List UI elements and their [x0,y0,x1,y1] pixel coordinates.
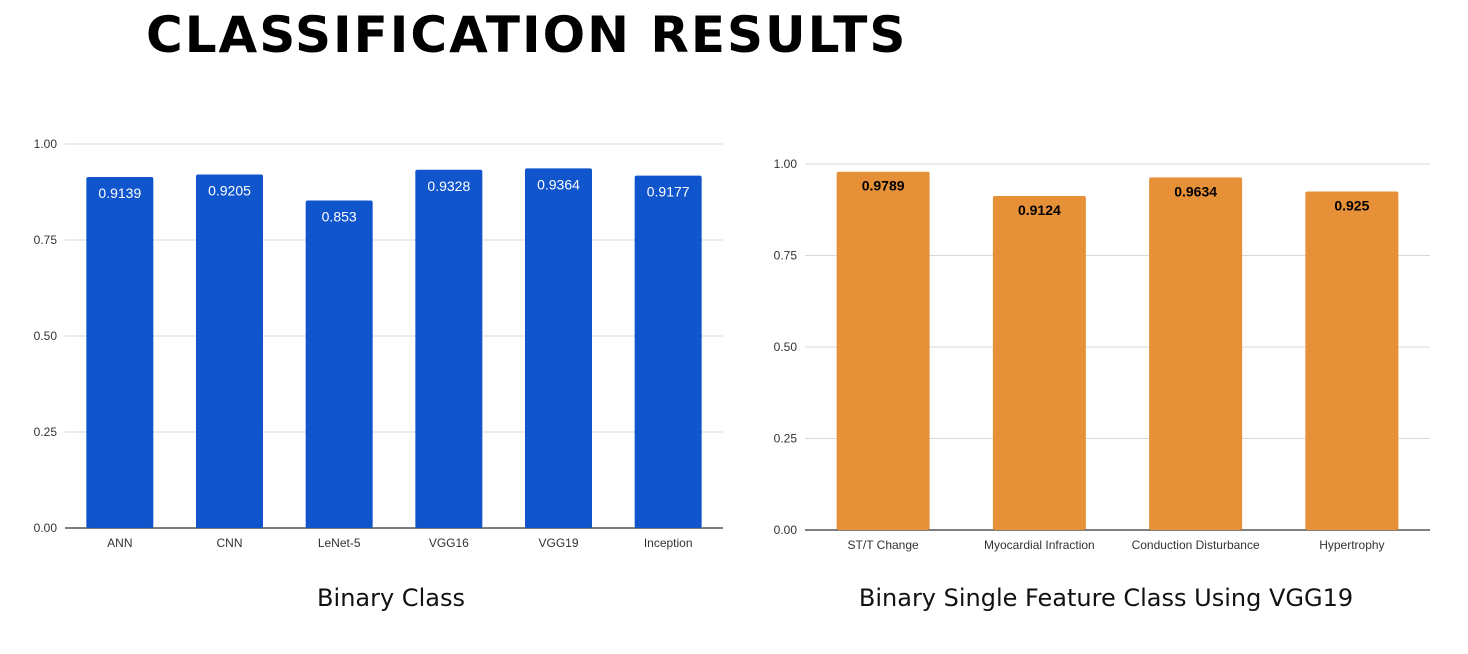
bar [1305,191,1399,530]
y-tick-label: 1.00 [34,137,58,151]
x-tick-label: Myocardial Infraction [984,538,1095,552]
single-feature-caption: Binary Single Feature Class Using VGG19 [858,584,1354,612]
bar-value-label: 0.9634 [1174,183,1217,199]
y-tick-label: 0.00 [774,523,798,537]
bar-value-label: 0.9789 [862,178,905,194]
bar-value-label: 0.9124 [1018,202,1061,218]
y-tick-label: 0.00 [34,521,58,535]
bar [1149,177,1243,530]
bar-value-label: 0.9364 [537,176,580,192]
bar [836,171,930,530]
bar-value-label: 0.925 [1334,197,1369,213]
bar-value-label: 0.9177 [647,184,690,200]
bar-value-label: 0.9139 [98,185,141,201]
bar [525,168,592,528]
y-tick-label: 0.50 [774,340,798,354]
bar [196,174,263,528]
x-tick-label: LeNet-5 [318,536,361,550]
y-tick-label: 0.75 [34,233,58,247]
x-tick-label: ANN [107,536,132,550]
bar-value-label: 0.853 [322,208,357,224]
y-tick-label: 0.75 [774,249,798,263]
x-tick-label: ST/T Change [848,538,919,552]
x-tick-label: Conduction Disturbance [1132,538,1260,552]
bar [305,200,373,528]
y-tick-label: 0.25 [34,425,58,439]
slide-title: CLASSIFICATION RESULTS [146,6,908,64]
x-tick-label: Inception [644,536,693,550]
bar [634,175,702,528]
bar [415,169,483,528]
binary-class-caption: Binary Class [317,584,465,612]
y-tick-label: 0.25 [774,432,798,446]
x-tick-label: VGG16 [429,536,469,550]
y-tick-label: 1.00 [774,157,798,171]
x-tick-label: CNN [217,536,243,550]
y-tick-label: 0.50 [34,329,58,343]
bar-value-label: 0.9328 [427,178,470,194]
bar [86,177,154,529]
x-tick-label: Hypertrophy [1319,538,1384,552]
x-tick-label: VGG19 [538,536,578,550]
bar [992,196,1086,531]
bar-value-label: 0.9205 [208,183,251,199]
